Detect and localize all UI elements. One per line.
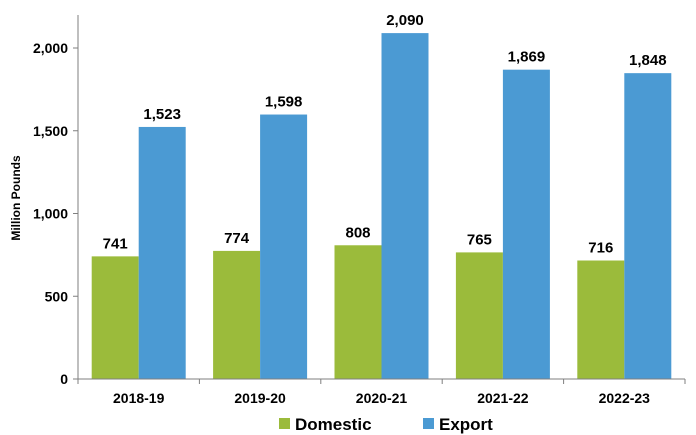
data-label-export-2022-23: 1,848 (629, 52, 667, 69)
legend-swatch-export (423, 418, 434, 429)
bar-domestic-2019-20 (213, 250, 261, 379)
y-tick-label-1000: 1,000 (33, 206, 68, 222)
bar-export-2021-22 (502, 69, 550, 380)
bar-domestic-2020-21 (334, 245, 382, 379)
bar-domestic-2021-22 (455, 252, 503, 379)
data-label-export-2020-21: 2,090 (386, 12, 424, 29)
x-tick-label-2021-22: 2021-22 (477, 390, 529, 406)
data-label-export-2019-20: 1,598 (265, 94, 303, 111)
data-label-domestic-2021-22: 765 (467, 231, 492, 248)
y-tick-label-0: 0 (60, 371, 68, 387)
y-tick-label-1500: 1,500 (33, 123, 68, 139)
x-tick-label-2019-20: 2019-20 (234, 390, 286, 406)
data-labels-group: 741 1,523 774 1,598 808 2,090 765 1,869 716 1,848 (103, 12, 667, 256)
bar-domestic-2022-23 (577, 260, 625, 379)
legend-swatch-domestic (279, 418, 290, 429)
x-tick-label-2018-19: 2018-19 (113, 390, 165, 406)
x-tick-label-2022-23: 2022-23 (599, 390, 651, 406)
axes-group: 2018-19 2019-20 2020-21 2021-22 2022-23 0 500 1… (33, 15, 686, 406)
y-tick-label-2000: 2,000 (33, 40, 68, 56)
bar-export-2022-23 (624, 73, 672, 379)
data-label-domestic-2020-21: 808 (345, 224, 370, 241)
bar-export-2020-21 (381, 33, 429, 379)
bars-group (91, 33, 672, 380)
bar-domestic-2018-19 (91, 256, 139, 379)
legend-label-export: Export (439, 415, 493, 434)
data-label-domestic-2019-20: 774 (224, 230, 250, 247)
bar-export-2019-20 (260, 114, 308, 379)
x-tick-label-2020-21: 2020-21 (356, 390, 408, 406)
legend: Domestic Export (279, 415, 493, 434)
data-label-domestic-2018-19: 741 (103, 235, 128, 252)
data-label-export-2018-19: 1,523 (143, 106, 181, 123)
data-label-domestic-2022-23: 716 (588, 240, 613, 257)
legend-label-domestic: Domestic (295, 415, 372, 434)
y-axis-title: Million Pounds (9, 155, 23, 241)
bar-export-2018-19 (138, 126, 186, 379)
y-tick-label-500: 500 (45, 288, 69, 304)
data-label-export-2021-22: 1,869 (508, 49, 546, 66)
